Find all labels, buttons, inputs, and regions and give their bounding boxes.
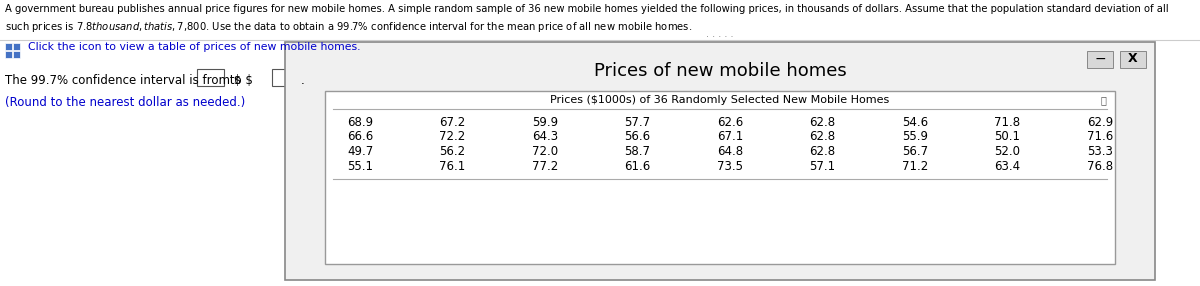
Text: 72.2: 72.2 <box>439 130 466 144</box>
Text: such prices is $7.8 thousand, that is, $7,800. Use the data to obtain a 99.7% co: such prices is $7.8 thousand, that is, $… <box>5 20 692 34</box>
Text: Prices of new mobile homes: Prices of new mobile homes <box>594 62 846 80</box>
Text: 54.6: 54.6 <box>902 116 928 129</box>
Text: 53.3: 53.3 <box>1087 145 1112 158</box>
FancyBboxPatch shape <box>1120 51 1146 68</box>
Text: . . . . .: . . . . . <box>707 29 733 39</box>
Text: 71.6: 71.6 <box>1087 130 1114 144</box>
Text: 62.6: 62.6 <box>716 116 743 129</box>
Text: The 99.7% confidence interval is from $: The 99.7% confidence interval is from $ <box>5 74 241 87</box>
Text: X: X <box>1128 53 1138 65</box>
Text: 71.2: 71.2 <box>902 160 928 172</box>
FancyBboxPatch shape <box>272 69 299 86</box>
Text: 61.6: 61.6 <box>624 160 650 172</box>
Text: ⬜: ⬜ <box>1100 96 1106 106</box>
Text: 56.7: 56.7 <box>902 145 928 158</box>
Text: Prices ($1000s) of 36 Randomly Selected New Mobile Homes: Prices ($1000s) of 36 Randomly Selected … <box>551 96 889 106</box>
Text: 52.0: 52.0 <box>995 145 1020 158</box>
FancyBboxPatch shape <box>5 51 12 58</box>
Text: 72.0: 72.0 <box>532 145 558 158</box>
Text: 67.1: 67.1 <box>716 130 743 144</box>
Text: 68.9: 68.9 <box>347 116 373 129</box>
Text: 62.8: 62.8 <box>810 116 835 129</box>
Text: 62.8: 62.8 <box>810 145 835 158</box>
Text: 71.8: 71.8 <box>995 116 1020 129</box>
Text: 76.8: 76.8 <box>1087 160 1114 172</box>
Text: 66.6: 66.6 <box>347 130 373 144</box>
Text: 64.3: 64.3 <box>532 130 558 144</box>
FancyBboxPatch shape <box>197 69 224 86</box>
Text: 62.9: 62.9 <box>1087 116 1114 129</box>
FancyBboxPatch shape <box>5 43 12 50</box>
Text: 73.5: 73.5 <box>718 160 743 172</box>
FancyBboxPatch shape <box>13 51 20 58</box>
Text: 55.9: 55.9 <box>902 130 928 144</box>
Text: 76.1: 76.1 <box>439 160 466 172</box>
Text: 50.1: 50.1 <box>995 130 1020 144</box>
Text: 59.9: 59.9 <box>532 116 558 129</box>
Text: 67.2: 67.2 <box>439 116 466 129</box>
Text: 64.8: 64.8 <box>716 145 743 158</box>
Text: .: . <box>301 74 305 87</box>
Text: 55.1: 55.1 <box>347 160 373 172</box>
FancyBboxPatch shape <box>286 42 1154 280</box>
Text: A government bureau publishes annual price figures for new mobile homes. A simpl: A government bureau publishes annual pri… <box>5 4 1169 14</box>
Text: 77.2: 77.2 <box>532 160 558 172</box>
Text: 63.4: 63.4 <box>995 160 1020 172</box>
Text: (Round to the nearest dollar as needed.): (Round to the nearest dollar as needed.) <box>5 96 245 109</box>
FancyBboxPatch shape <box>325 91 1115 264</box>
Text: 58.7: 58.7 <box>624 145 650 158</box>
FancyBboxPatch shape <box>13 43 20 50</box>
Text: −: − <box>1094 52 1106 66</box>
Text: 56.2: 56.2 <box>439 145 466 158</box>
Text: 57.7: 57.7 <box>624 116 650 129</box>
Text: to $: to $ <box>226 74 253 87</box>
Text: 57.1: 57.1 <box>810 160 835 172</box>
Text: 49.7: 49.7 <box>347 145 373 158</box>
Text: 56.6: 56.6 <box>624 130 650 144</box>
Text: 62.8: 62.8 <box>810 130 835 144</box>
FancyBboxPatch shape <box>1087 51 1114 68</box>
Text: Click the icon to view a table of prices of new mobile homes.: Click the icon to view a table of prices… <box>28 42 360 52</box>
